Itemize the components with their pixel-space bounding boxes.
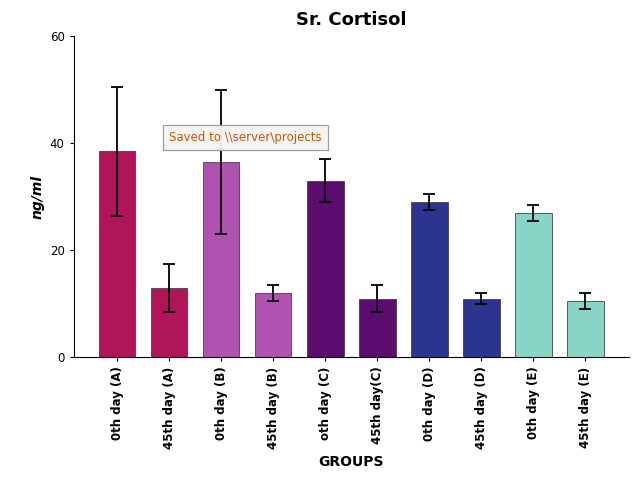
Bar [203,162,239,358]
X-axis label: GROUPS: GROUPS [319,455,384,469]
Bar [463,299,500,358]
Bar [515,213,552,358]
Bar [99,151,136,358]
Bar [567,301,604,358]
Y-axis label: ng/ml: ng/ml [30,175,44,219]
Title: Sr. Cortisol: Sr. Cortisol [296,11,406,29]
Bar [151,288,188,358]
Bar [307,181,344,358]
Text: Saved to \\server\projects: Saved to \\server\projects [169,131,322,144]
Bar [255,293,291,358]
Bar [411,202,447,358]
Bar [359,299,396,358]
